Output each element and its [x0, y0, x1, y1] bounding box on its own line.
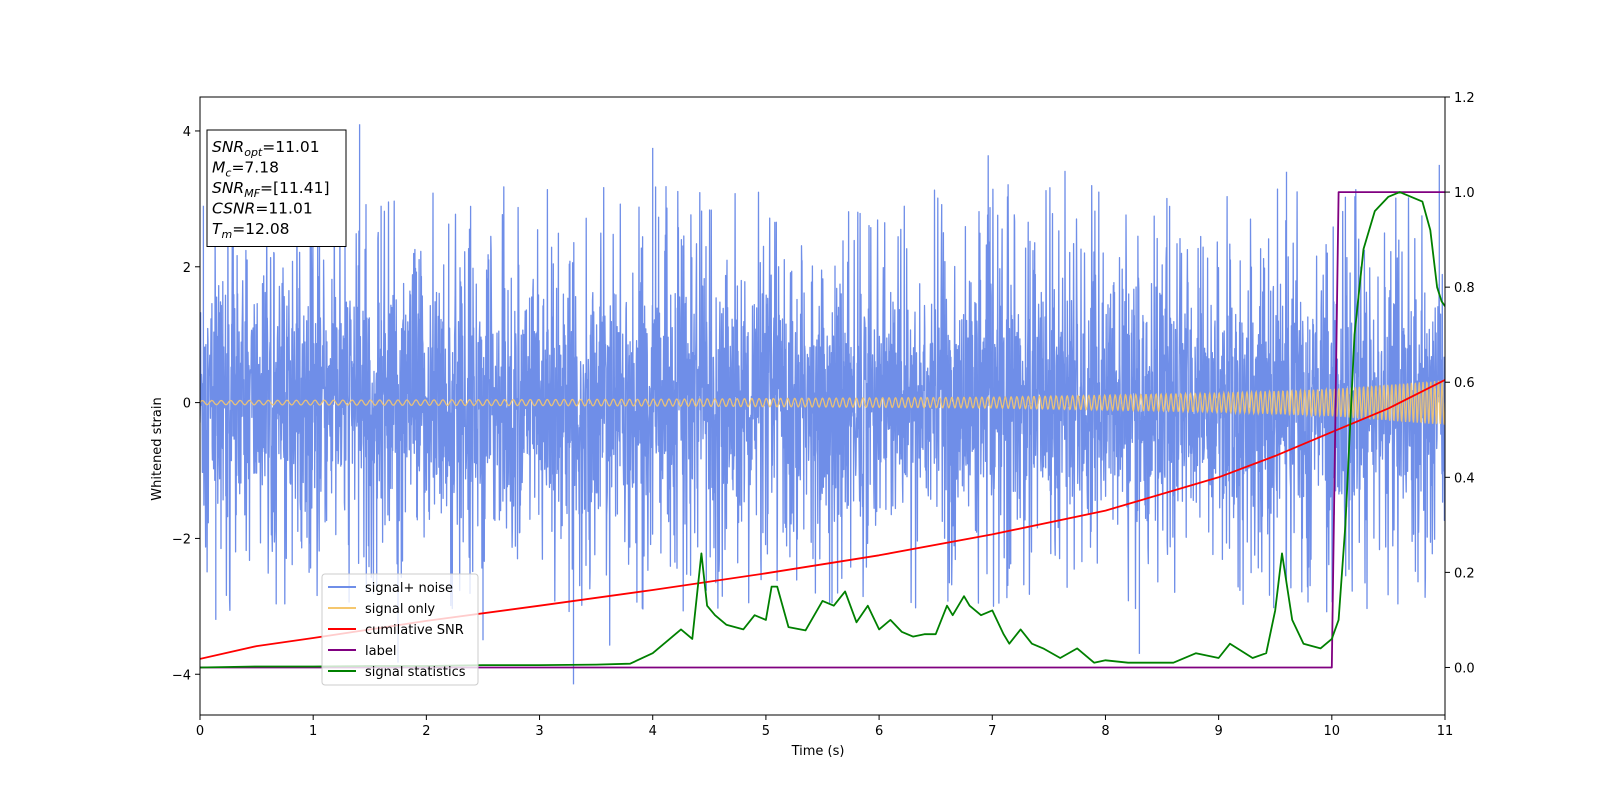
y-tick-label-left: −2: [172, 532, 191, 547]
x-tick-label: 9: [1214, 724, 1222, 739]
info-line: Tm=12.08: [212, 220, 290, 241]
info-line: Mc=7.18: [212, 159, 279, 180]
y-tick-label-right: 0.4: [1454, 471, 1475, 486]
y-tick-label-left: −4: [172, 668, 191, 683]
info-value: =11.01: [255, 200, 312, 218]
info-value: =7.18: [231, 159, 279, 177]
info-symbol: SNR: [212, 179, 244, 197]
info-value: =11.01: [262, 138, 319, 156]
x-tick-label: 2: [422, 724, 430, 739]
legend-label: cumilative SNR: [365, 623, 464, 638]
x-tick-label: 1: [309, 724, 317, 739]
legend-label: signal only: [365, 602, 435, 617]
info-subscript: opt: [244, 146, 263, 159]
info-line: SNRopt=11.01: [212, 138, 320, 159]
info-line: SNRMF=[11.41]: [212, 179, 330, 200]
series-signal-only-line: [200, 380, 1445, 425]
info-symbol: CSNR: [212, 200, 255, 218]
x-tick-label: 7: [988, 724, 996, 739]
info-symbol: M: [212, 159, 225, 177]
info-subscript: m: [221, 228, 232, 241]
info-box: SNRopt=11.01Mc=7.18SNRMF=[11.41]CSNR=11.…: [206, 129, 347, 247]
series-signal-statistics-line: [200, 191, 1445, 669]
info-subscript: MF: [244, 187, 260, 200]
legend-label: signal statistics: [365, 665, 466, 680]
y-tick-label-right: 0.8: [1454, 281, 1475, 296]
y-tick-label-left: 0: [183, 397, 191, 412]
y-tick-label-right: 1.0: [1454, 186, 1475, 201]
legend-label: signal+ noise: [365, 581, 453, 596]
x-tick-label: 6: [875, 724, 883, 739]
series-signal-noise-line: [200, 124, 1445, 685]
y-tick-label-left: 2: [183, 261, 191, 276]
x-axis-label: Time (s): [791, 744, 845, 759]
x-tick-label: 3: [535, 724, 543, 739]
x-tick-label: 11: [1437, 724, 1454, 739]
y-tick-label-left: 4: [183, 125, 191, 140]
y-tick-label-right: 0.6: [1454, 376, 1475, 391]
legend-label: label: [365, 644, 396, 659]
x-tick-label: 5: [762, 724, 770, 739]
x-tick-label: 4: [649, 724, 657, 739]
info-subscript: c: [225, 167, 231, 180]
y-tick-label-right: 0.2: [1454, 566, 1475, 581]
axes-frame: [199, 96, 1446, 716]
y-axis-label: Whitened strain: [150, 397, 165, 500]
legend-frame: [321, 573, 479, 686]
y-tick-label-right: 0.0: [1454, 661, 1475, 676]
info-line: CSNR=11.01: [212, 200, 313, 218]
legend: signal+ noise signal only cumilative SNR la…: [321, 573, 479, 686]
x-tick-label: 8: [1101, 724, 1109, 739]
info-value: =12.08: [232, 220, 289, 238]
info-symbol: T: [212, 220, 223, 238]
info-box-frame: [206, 129, 347, 247]
info-value: =[11.41]: [260, 179, 329, 197]
x-tick-label: 10: [1324, 724, 1341, 739]
info-symbol: SNR: [212, 138, 244, 156]
series-label-line: [200, 191, 1445, 669]
x-tick-label: 0: [196, 724, 204, 739]
axes: 0 1 2 3 4 5 6 7 8 9 10 11 4 2 0 −2 −4 1.2 1.0 0.8 0.6 0.4 0.2 0…: [172, 91, 1475, 739]
y-tick-label-right: 1.2: [1454, 91, 1475, 106]
